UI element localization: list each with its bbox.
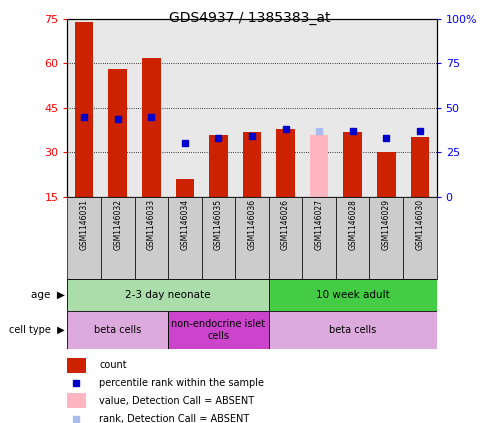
Text: GSM1146036: GSM1146036 bbox=[248, 199, 256, 250]
Text: age  ▶: age ▶ bbox=[31, 290, 65, 300]
Text: beta cells: beta cells bbox=[94, 325, 141, 335]
Bar bbox=[67, 393, 86, 408]
Text: GSM1146028: GSM1146028 bbox=[348, 199, 357, 250]
Text: GSM1146026: GSM1146026 bbox=[281, 199, 290, 250]
Bar bbox=[243, 132, 261, 197]
Text: GSM1146034: GSM1146034 bbox=[180, 199, 189, 250]
Text: cell type  ▶: cell type ▶ bbox=[9, 325, 65, 335]
Text: GSM1146027: GSM1146027 bbox=[315, 199, 324, 250]
Bar bbox=[168, 311, 269, 349]
Bar bbox=[310, 135, 328, 197]
Bar bbox=[369, 197, 403, 279]
Bar bbox=[403, 197, 437, 279]
Bar bbox=[142, 58, 161, 197]
Bar bbox=[269, 279, 437, 311]
Text: value, Detection Call = ABSENT: value, Detection Call = ABSENT bbox=[99, 396, 254, 406]
Bar bbox=[75, 22, 93, 197]
Bar bbox=[235, 197, 269, 279]
Bar bbox=[302, 197, 336, 279]
Bar bbox=[67, 197, 101, 279]
Bar bbox=[135, 197, 168, 279]
Text: GSM1146032: GSM1146032 bbox=[113, 199, 122, 250]
Bar bbox=[276, 129, 295, 197]
Text: GDS4937 / 1385383_at: GDS4937 / 1385383_at bbox=[169, 11, 330, 25]
Bar bbox=[108, 69, 127, 197]
Bar bbox=[209, 135, 228, 197]
Text: 2-3 day neonate: 2-3 day neonate bbox=[125, 290, 211, 300]
Bar bbox=[343, 132, 362, 197]
Text: rank, Detection Call = ABSENT: rank, Detection Call = ABSENT bbox=[99, 414, 250, 423]
Text: percentile rank within the sample: percentile rank within the sample bbox=[99, 378, 264, 388]
Bar bbox=[67, 358, 86, 373]
Bar bbox=[269, 311, 437, 349]
Bar bbox=[336, 197, 369, 279]
Bar bbox=[67, 279, 269, 311]
Bar bbox=[176, 179, 194, 197]
Text: 10 week adult: 10 week adult bbox=[316, 290, 390, 300]
Text: GSM1146033: GSM1146033 bbox=[147, 199, 156, 250]
Bar bbox=[101, 197, 135, 279]
Bar bbox=[202, 197, 235, 279]
Bar bbox=[269, 197, 302, 279]
Text: GSM1146030: GSM1146030 bbox=[415, 199, 424, 250]
Bar bbox=[67, 311, 168, 349]
Bar bbox=[377, 152, 396, 197]
Bar bbox=[168, 197, 202, 279]
Text: count: count bbox=[99, 360, 127, 370]
Text: non-endocrine islet
cells: non-endocrine islet cells bbox=[171, 319, 265, 341]
Text: GSM1146031: GSM1146031 bbox=[80, 199, 89, 250]
Text: GSM1146035: GSM1146035 bbox=[214, 199, 223, 250]
Text: GSM1146029: GSM1146029 bbox=[382, 199, 391, 250]
Bar bbox=[411, 137, 429, 197]
Text: beta cells: beta cells bbox=[329, 325, 376, 335]
